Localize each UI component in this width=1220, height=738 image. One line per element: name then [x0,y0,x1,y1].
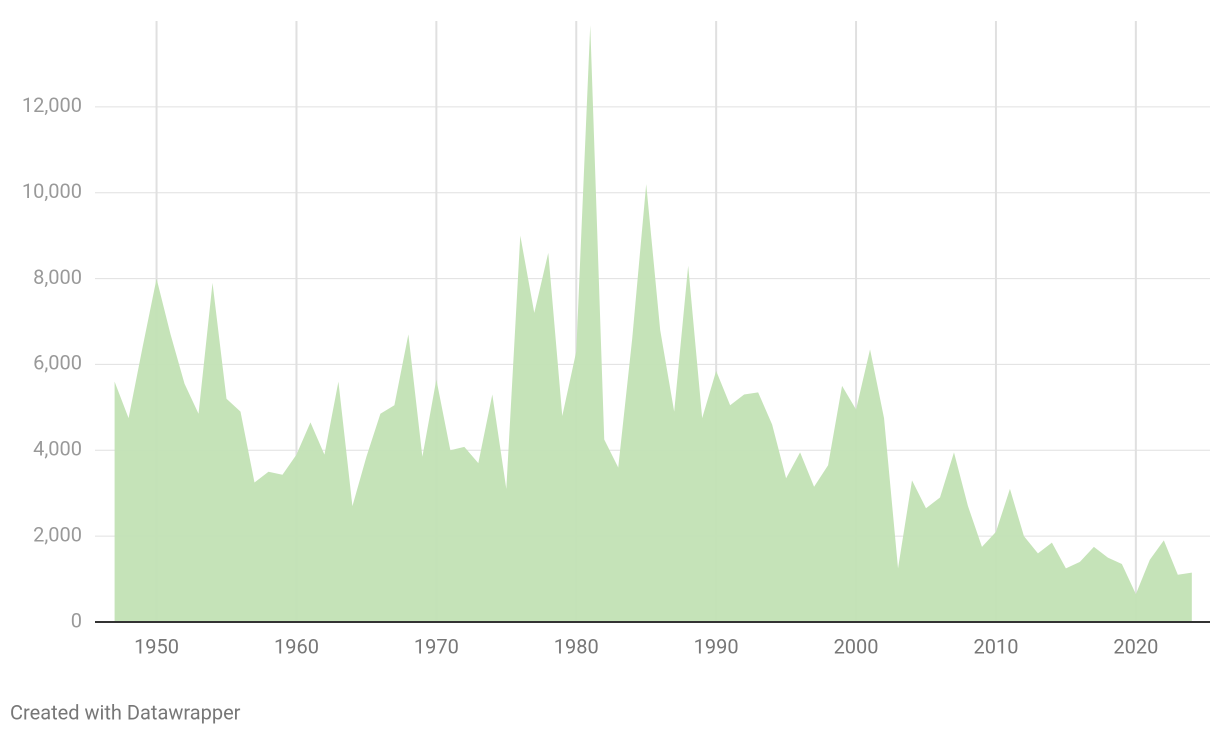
y-tick-label: 0 [71,608,82,632]
x-tick-label: 1970 [414,634,459,658]
x-tick-label: 2000 [834,634,879,658]
y-tick-label: 2,000 [33,522,82,546]
x-tick-label: 1960 [274,634,319,658]
y-tick-label: 6,000 [33,351,82,375]
y-tick-label: 4,000 [33,437,82,461]
x-tick-label: 1990 [694,634,739,658]
area [114,25,1192,623]
x-tick-label: 2010 [973,634,1018,658]
x-tick-label: 1980 [554,634,599,658]
credit: Created with Datawrapper [10,700,241,724]
x-tick-label: 1950 [134,634,179,658]
x-tick-label: 2020 [1113,634,1158,658]
y-tick-label: 12,000 [22,93,82,117]
y-tick-label: 8,000 [33,265,82,289]
y-tick-label: 10,000 [22,179,82,203]
